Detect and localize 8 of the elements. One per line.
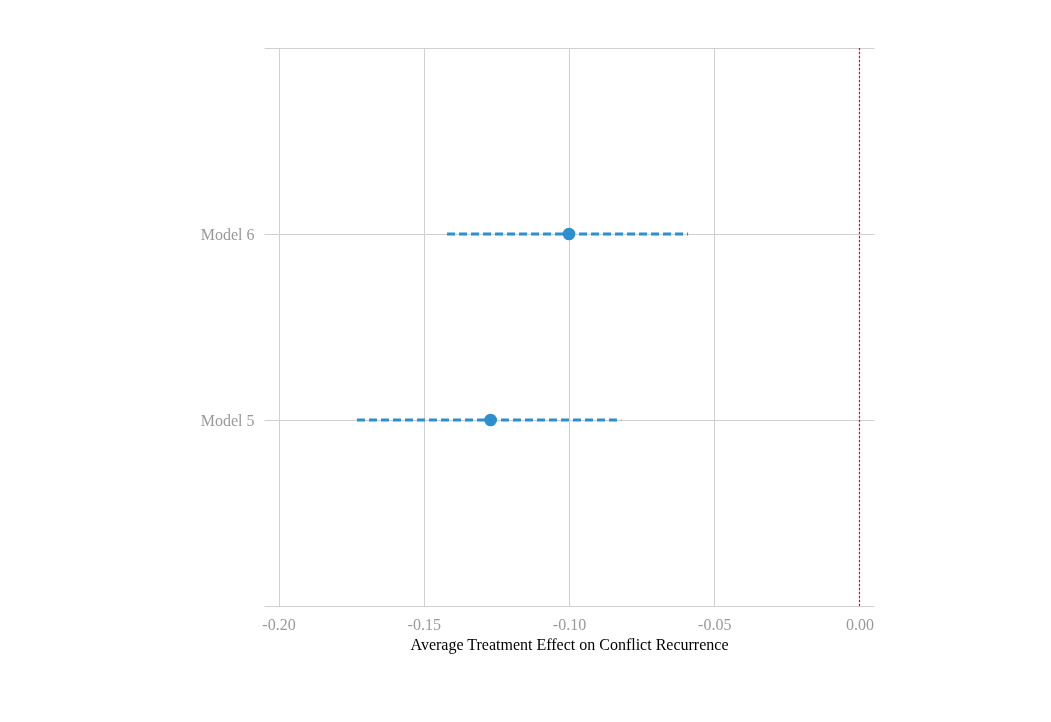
y-tick-label: Model 6: [200, 225, 255, 243]
x-tick-label: -0.20: [262, 615, 296, 633]
x-tick-label: -0.05: [698, 615, 732, 633]
x-axis-title: Average Treatment Effect on Conflict Recurrence: [410, 635, 729, 654]
y-tick-label: Model 5: [200, 411, 255, 429]
x-tick-label: -0.15: [407, 615, 441, 633]
x-tick-label: 0.00: [845, 615, 874, 633]
x-tick-label: -0.10: [552, 615, 587, 633]
